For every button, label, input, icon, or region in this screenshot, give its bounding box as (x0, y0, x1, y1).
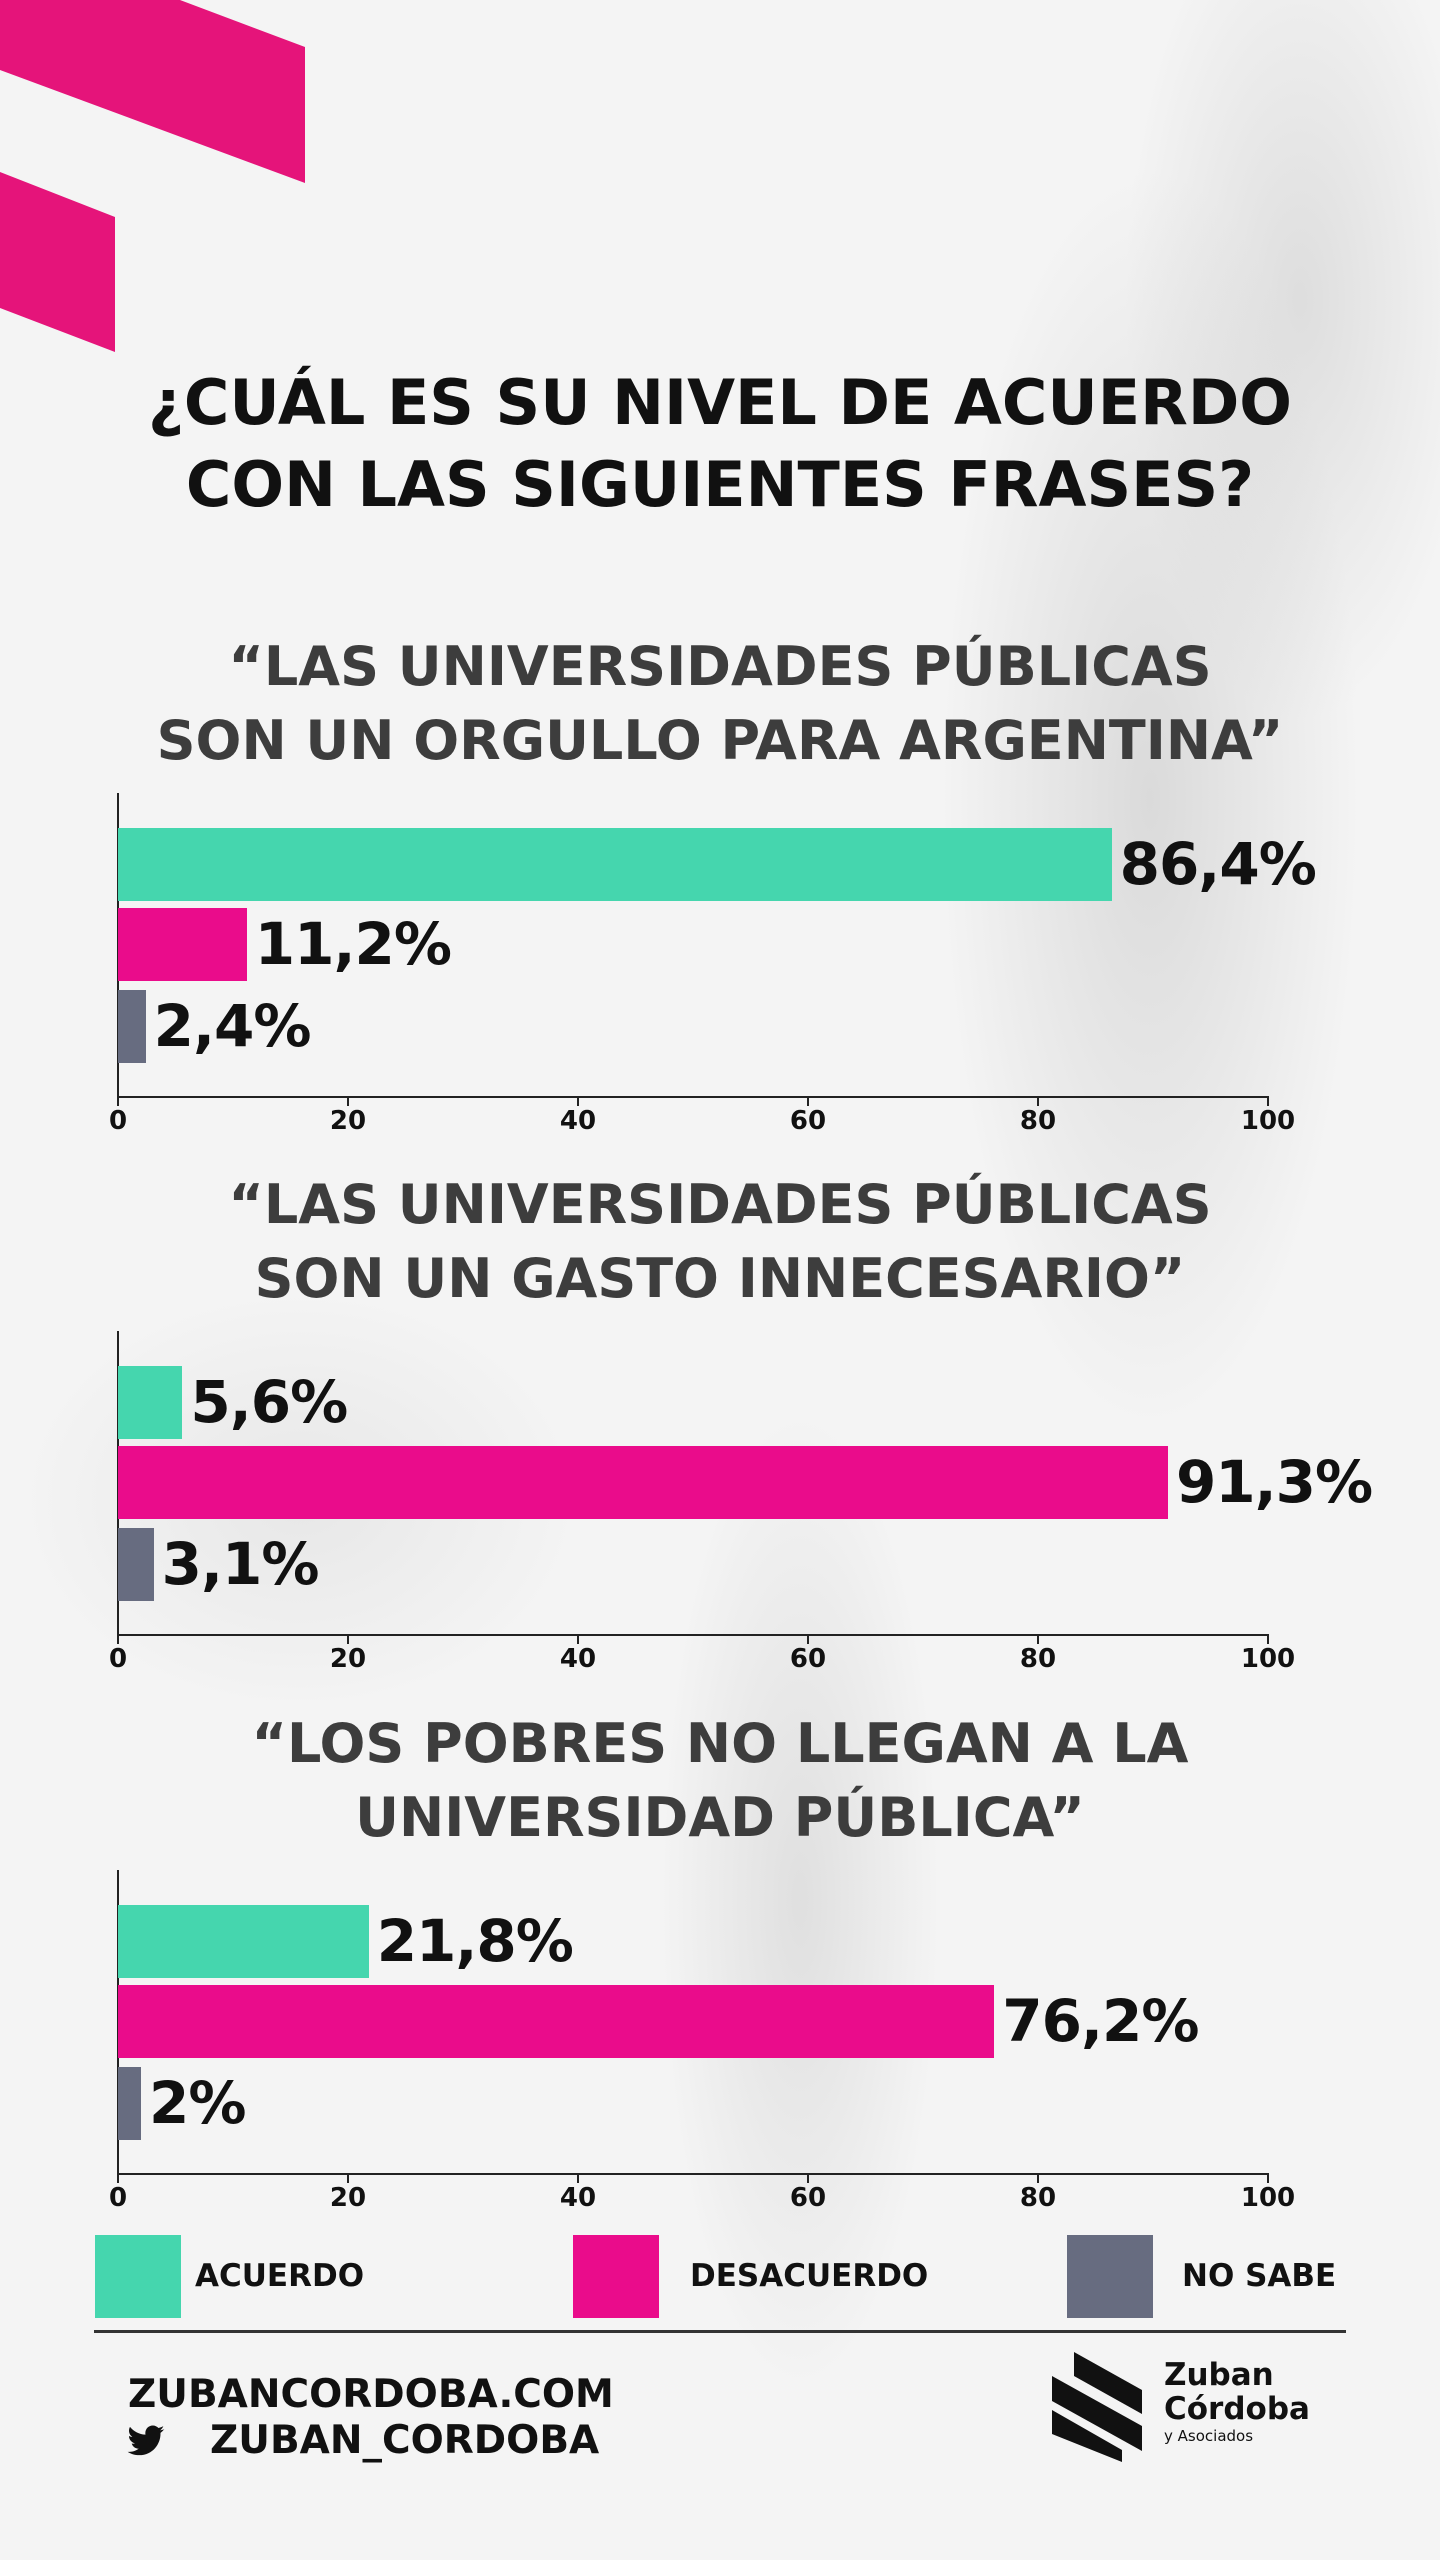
main-title-line1: ¿CUÁL ES SU NIVEL DE ACUERDO (147, 366, 1293, 439)
x-tick (1267, 2173, 1269, 2183)
logo-line3: y Asociados (1164, 2427, 1254, 2445)
footer-divider (94, 2330, 1346, 2333)
legend-swatch-no-sabe (1067, 2235, 1153, 2318)
main-title-line2: CON LAS SIGUIENTES FRASES? (185, 448, 1255, 521)
x-axis-line (117, 2173, 1269, 2175)
data-label: 2,4% (153, 992, 312, 1060)
x-tick-label: 80 (1019, 1644, 1057, 1674)
x-tick (1267, 1634, 1269, 1644)
x-tick-label: 100 (1240, 1106, 1296, 1136)
chart-title: “LAS UNIVERSIDADES PÚBLICAS SON UN GASTO … (0, 1168, 1440, 1316)
bar-no-sabe (118, 990, 146, 1063)
chart-title-line: “LAS UNIVERSIDADES PÚBLICAS (228, 1173, 1212, 1236)
bar-no-sabe (118, 2067, 141, 2140)
twitter-bird-icon (127, 2425, 165, 2456)
x-tick-label: 40 (559, 1106, 597, 1136)
data-label: 11,2% (254, 910, 452, 978)
chart-3: “LOS POBRES NO LLEGAN A LA UNIVERSIDAD PÚ… (0, 1697, 1440, 2237)
decorative-pink-stripes (0, 0, 305, 352)
legend-swatch-acuerdo (95, 2235, 181, 2318)
pink-stripe-top (0, 0, 305, 183)
x-tick (117, 1634, 119, 1644)
x-tick (577, 1096, 579, 1106)
logo-line2: Córdoba (1164, 2391, 1310, 2427)
data-label: 3,1% (161, 1530, 320, 1598)
x-tick (577, 1634, 579, 1644)
website-link[interactable]: ZUBANCORDOBA.COM (128, 2372, 614, 2417)
legend-label-desacuerdo: DESACUERDO (690, 2258, 929, 2294)
x-tick-label: 0 (108, 1644, 128, 1674)
x-tick (807, 1096, 809, 1106)
data-label: 91,3% (1175, 1448, 1373, 1516)
x-tick (347, 1096, 349, 1106)
x-tick (117, 2173, 119, 2183)
x-tick (117, 1096, 119, 1106)
chart-title: “LAS UNIVERSIDADES PÚBLICAS SON UN ORGULL… (0, 630, 1440, 778)
bar-desacuerdo (118, 1446, 1168, 1519)
data-label: 76,2% (1002, 1987, 1199, 2055)
x-tick (347, 2173, 349, 2183)
x-tick (807, 2173, 809, 2183)
x-tick-label: 60 (789, 1644, 827, 1674)
x-tick (1267, 1096, 1269, 1106)
chart-title-line: UNIVERSIDAD PÚBLICA” (355, 1786, 1085, 1849)
data-label: 5,6% (190, 1368, 348, 1436)
chart-title-line: SON UN GASTO INNECESARIO” (254, 1247, 1186, 1310)
logo-stripes-icon (1052, 2352, 1142, 2462)
chart-2: “LAS UNIVERSIDADES PÚBLICAS SON UN GASTO … (0, 1158, 1440, 1698)
bar-acuerdo (118, 1905, 369, 1978)
data-label: 86,4% (1119, 830, 1317, 898)
chart-title-line: “LOS POBRES NO LLEGAN A LA (251, 1712, 1189, 1775)
bar-desacuerdo (118, 908, 247, 981)
legend-swatch-desacuerdo (573, 2235, 659, 2318)
logo-line1: Zuban (1164, 2357, 1274, 2393)
x-axis-line (117, 1634, 1269, 1636)
x-tick-label: 60 (789, 2183, 827, 2213)
main-title: ¿CUÁL ES SU NIVEL DE ACUERDO CON LAS SIG… (0, 362, 1440, 526)
data-label: 21,8% (376, 1907, 574, 1975)
x-tick-label: 80 (1019, 1106, 1057, 1136)
x-tick (1037, 1096, 1039, 1106)
x-tick (577, 2173, 579, 2183)
legend-label-no-sabe: NO SABE (1182, 2258, 1337, 2294)
zuban-cordoba-logo: Zuban Córdoba y Asociados (1052, 2352, 1312, 2462)
x-tick-label: 60 (789, 1106, 827, 1136)
chart-1: “LAS UNIVERSIDADES PÚBLICAS SON UN ORGULL… (0, 620, 1440, 1160)
x-tick (807, 1634, 809, 1644)
pink-stripe-bottom (0, 172, 115, 352)
chart-title-line: “LAS UNIVERSIDADES PÚBLICAS (228, 635, 1212, 698)
bar-acuerdo (118, 828, 1112, 901)
x-tick-label: 20 (329, 2183, 367, 2213)
chart-title: “LOS POBRES NO LLEGAN A LA UNIVERSIDAD PÚ… (0, 1707, 1440, 1855)
x-tick (347, 1634, 349, 1644)
x-tick-label: 80 (1019, 2183, 1057, 2213)
x-tick (1037, 1634, 1039, 1644)
x-tick-label: 0 (108, 1106, 128, 1136)
x-tick-label: 20 (329, 1106, 367, 1136)
x-tick-label: 100 (1240, 1644, 1296, 1674)
data-label: 2% (149, 2069, 246, 2137)
bar-no-sabe (118, 1528, 154, 1601)
twitter-handle[interactable]: ZUBAN_CORDOBA (210, 2418, 600, 2463)
x-tick-label: 40 (559, 1644, 597, 1674)
x-tick-label: 40 (559, 2183, 597, 2213)
x-tick-label: 20 (329, 1644, 367, 1674)
chart-title-line: SON UN ORGULLO PARA ARGENTINA” (156, 709, 1284, 772)
bar-acuerdo (118, 1366, 183, 1439)
legend-label-acuerdo: ACUERDO (195, 2258, 365, 2294)
x-tick-label: 0 (108, 2183, 128, 2213)
x-axis-line (117, 1096, 1269, 1098)
x-tick (1037, 2173, 1039, 2183)
x-tick-label: 100 (1240, 2183, 1296, 2213)
bar-desacuerdo (118, 1985, 995, 2058)
